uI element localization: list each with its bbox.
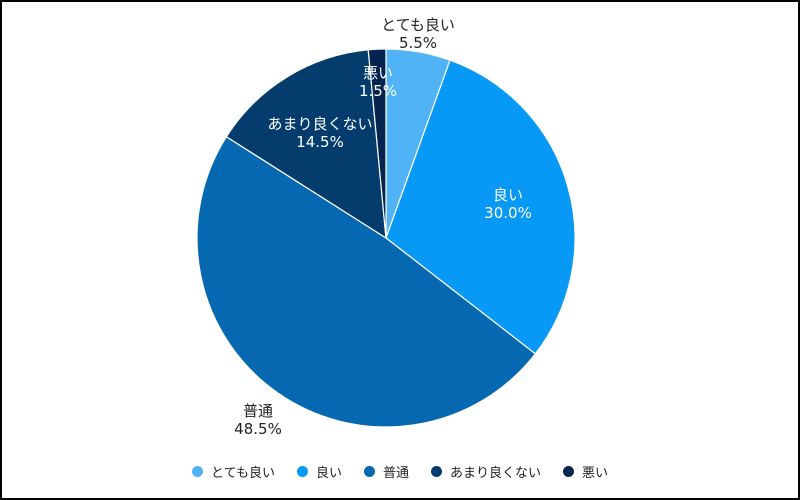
legend-swatch (191, 465, 203, 477)
slice-value-warui: 1.5% (359, 82, 397, 100)
legend-label: あまり良くない (449, 465, 541, 481)
legend-item-yoi[interactable]: 良い (296, 462, 342, 481)
legend-label: 普通 (382, 465, 409, 481)
legend-item-warui[interactable]: 悪い (563, 462, 608, 481)
slice-label-amari-yokunai: あまり良くない (267, 115, 372, 133)
legend-swatch (296, 465, 308, 477)
slice-value-amari-yokunai: 14.5% (296, 133, 344, 151)
pie-slice-warui[interactable] (367, 48, 387, 239)
slice-label-futsuu: 普通 (243, 402, 273, 420)
chart-legend: とても良い 良い 普通 あまり良くない 悪い (0, 458, 800, 484)
legend-swatch (430, 465, 442, 477)
pie-slice-futsuu[interactable] (196, 135, 537, 428)
slice-label-warui: 悪い (363, 64, 393, 82)
legend-label: 悪い (582, 465, 609, 481)
slice-value-totemo-yoi: 5.5% (399, 34, 437, 52)
legend-swatch (363, 465, 375, 477)
legend-swatch (563, 465, 574, 477)
pie-slice-yoi[interactable] (385, 59, 576, 355)
slice-value-futsuu: 48.5% (234, 420, 282, 438)
slice-value-yoi: 30.0% (484, 204, 532, 222)
legend-label: とても良い (210, 465, 275, 481)
legend-item-amari-yokunai[interactable]: あまり良くない (430, 462, 541, 481)
slice-label-totemo-yoi: とても良い (381, 16, 455, 34)
legend-item-futsuu[interactable]: 普通 (363, 462, 409, 481)
slice-label-yoi: 良い (493, 186, 523, 204)
pie-slice-amari-yokunai[interactable] (225, 49, 387, 240)
legend-item-totemo-yoi[interactable]: とても良い (191, 462, 275, 481)
legend-label: 良い (315, 465, 342, 481)
